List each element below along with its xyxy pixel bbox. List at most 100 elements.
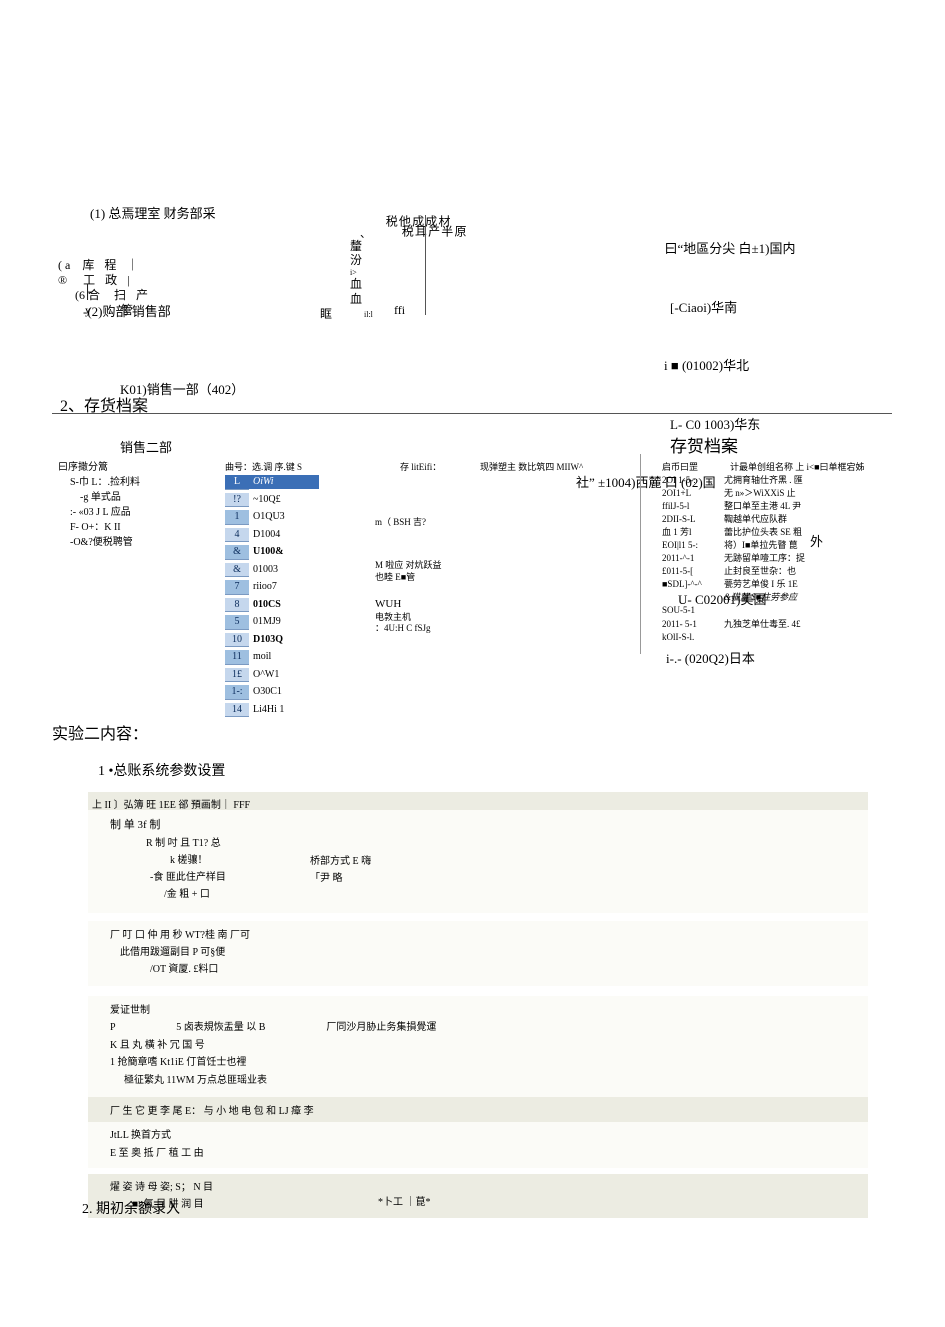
g1-l3: k 槎骧！ — [170, 852, 860, 869]
table-code: 010CS — [249, 598, 319, 612]
list-date: SOU-5-1 — [662, 604, 724, 617]
g4-btn[interactable]: *卜工 ｜菎* — [378, 1194, 431, 1211]
mid-v3: ffi — [394, 303, 405, 318]
table-code: moil — [249, 650, 319, 664]
g3-l4: 極征繁丸 11WM 万点总匪瑶业表 — [124, 1072, 860, 1090]
list-item: kOlI-S-l. — [662, 631, 805, 644]
lc-c2-3: 扫 — [114, 288, 126, 302]
list-item: 2OI1+L无 n»＞WiXXiS 止 — [662, 487, 805, 500]
list-date: £011-5-[ — [662, 565, 724, 578]
table-idx: 1£ — [225, 668, 249, 683]
inv-mid-hdr-far: 现弹塑主 数比筑四 MIIW^ — [480, 460, 583, 473]
g1-l4: -食 匪此住产样目 — [150, 869, 860, 886]
list-date: 2OI1+L — [662, 487, 724, 500]
table-code: ~10Q£ — [249, 493, 319, 507]
table-code: O1QU3 — [249, 510, 319, 524]
region-8: i-.- (020Q2)日本 — [666, 649, 900, 669]
list-text: 尤拥育轴仕齐黑 . 匯 — [724, 475, 803, 485]
exp2-h1: 1 •总账系统参数设置 — [98, 760, 225, 780]
g3-l3: 1 抢簡章嗜 Kt1iE 仃首饪士也裡 — [110, 1054, 860, 1072]
table-idx: !? — [225, 493, 249, 508]
inv-note-6: ：4U:H C fSJg — [375, 621, 431, 634]
dept-line-1: (1) 总焉理室 财务部采 — [90, 204, 244, 224]
g3-l1c: 厂同沙月胁止务集損覺運 — [326, 1022, 436, 1033]
table-idx: 8 — [225, 598, 249, 613]
exp2-title: 实验二内容： — [52, 720, 148, 744]
table-code: O^W1 — [249, 668, 319, 682]
list-date: 2011- 5-1 — [662, 618, 724, 631]
table-row: 7riioo7 — [225, 577, 319, 595]
g3-l2: K 且 丸 橫 补 冗 国 号 — [110, 1037, 860, 1055]
g2-l3: /OT 資厦. £料口 — [150, 961, 860, 978]
table-idx: 7 — [225, 580, 249, 595]
list-date: 血 1 芳l — [662, 526, 724, 539]
lc-c3-1: ｜ — [126, 258, 138, 272]
inv-note-3: 也睦 E■管 — [375, 570, 415, 583]
list-item: £011-5-[止封良至世杂：也 — [662, 565, 805, 578]
table-row: 8010CS — [225, 595, 319, 613]
list-text: 蕾比护位头表 SE 粗 — [724, 527, 802, 537]
list-date: 2OI 1-5-: — [662, 474, 724, 487]
region-6: 外 — [810, 532, 900, 552]
inv-mid-hdr-r: 存 litEifi： — [400, 460, 441, 473]
lc-c3-2: | — [127, 273, 129, 287]
list-date: ■SDL]-^-^ — [662, 578, 724, 591]
list-item: &猫莖 $■住劳参应 — [662, 591, 805, 604]
table-idx: & — [225, 563, 249, 578]
g4-l1: 燿 姿 诗 母 姿; S； N 目 — [110, 1179, 860, 1196]
table-row: !?~10Q£ — [225, 490, 319, 508]
g1-l2: R 制 吋 且 T1? 总 — [146, 835, 860, 852]
g1-r2: 「尹 略 — [310, 870, 371, 887]
list-text: 整口单至主港 4L 尹 — [724, 501, 801, 511]
inv-tree-1: S-巾 L：.捡利料 — [70, 475, 140, 490]
mid-bottom-small: il:l — [364, 310, 373, 319]
table-idx: 11 — [225, 650, 249, 665]
table-code: O30C1 — [249, 685, 319, 699]
g2-l2: 此借用跋遛副目 P 可§便 — [120, 944, 860, 961]
list-item: 血 1 芳l蕾比护位头表 SE 粗 — [662, 526, 805, 539]
table-idx: 5 — [225, 615, 249, 630]
mid-c1-4: 血 — [350, 277, 362, 291]
table-idx: 4 — [225, 528, 249, 543]
table-idx: L — [225, 475, 249, 490]
inv-tree-3: :- «03 J L 应品 — [70, 505, 140, 520]
table-code: D103Q — [249, 633, 319, 647]
inv-tree-0: 曰序撖分篙 — [58, 460, 140, 475]
lc-c1-1: 库 — [82, 258, 94, 272]
mid-v2: 原半产耳税 — [400, 225, 466, 237]
list-date: kOlI-S-l. — [662, 631, 724, 644]
list-item: ffilJ-5-l整口单至主港 4L 尹 — [662, 500, 805, 513]
inv-tree-4: F- O+：K II — [70, 520, 140, 535]
g1-l1: 制 单 3f 制 — [110, 816, 860, 835]
lc-c1-5: y — [85, 303, 91, 317]
table-code: 01003 — [249, 563, 319, 577]
lc-c2-1: 程 — [104, 258, 116, 272]
table-row: 501MJ9 — [225, 612, 319, 630]
table-code: U100& — [249, 545, 319, 559]
inv-note-4: WUH — [375, 598, 401, 610]
inv-tree-2: -g 单式品 — [80, 490, 140, 505]
lc-reg: ® — [58, 273, 67, 287]
list-item: 2OI 1-5-:尤拥育轴仕齐黑 . 匯 — [662, 474, 805, 487]
g1-r1: 桥部方式 E 嗨 — [310, 853, 371, 870]
list-date: ffilJ-5-l — [662, 500, 724, 513]
g1-l5: /金 粗 + 口 — [164, 886, 860, 903]
lc-c1-3: (6 — [75, 288, 85, 302]
table-idx: 1-: — [225, 685, 249, 700]
table-row: 1-:O30C1 — [225, 682, 319, 700]
table-code: Li4Hi 1 — [249, 703, 319, 717]
exp2-h2: 2. 期初余额录入 — [82, 1198, 180, 1218]
list-text: 止封良至世杂：也 — [724, 566, 796, 576]
list-item: SOU-5-1 — [662, 604, 805, 617]
g3-h: 爱证世制 — [110, 1002, 860, 1020]
list-item: 2011-^-1无跡留单噎工序：捉 — [662, 552, 805, 565]
inv-right-hdr-r: 计最单创组名称 上 i<■曰单框宕姊 — [730, 460, 865, 473]
list-date: EOI|l1 5-: — [662, 539, 724, 552]
table-idx: 1 — [225, 510, 249, 525]
table-code: riioo7 — [249, 580, 319, 594]
lc-c3-3: 产 — [136, 288, 148, 302]
g3-l6: JtLL 换首方式 — [110, 1127, 860, 1145]
list-text: 九独芝单仕毒至. 4£ — [724, 619, 801, 629]
table-row: 1£O^W1 — [225, 665, 319, 683]
lc-c2-2: 政 — [105, 273, 117, 287]
